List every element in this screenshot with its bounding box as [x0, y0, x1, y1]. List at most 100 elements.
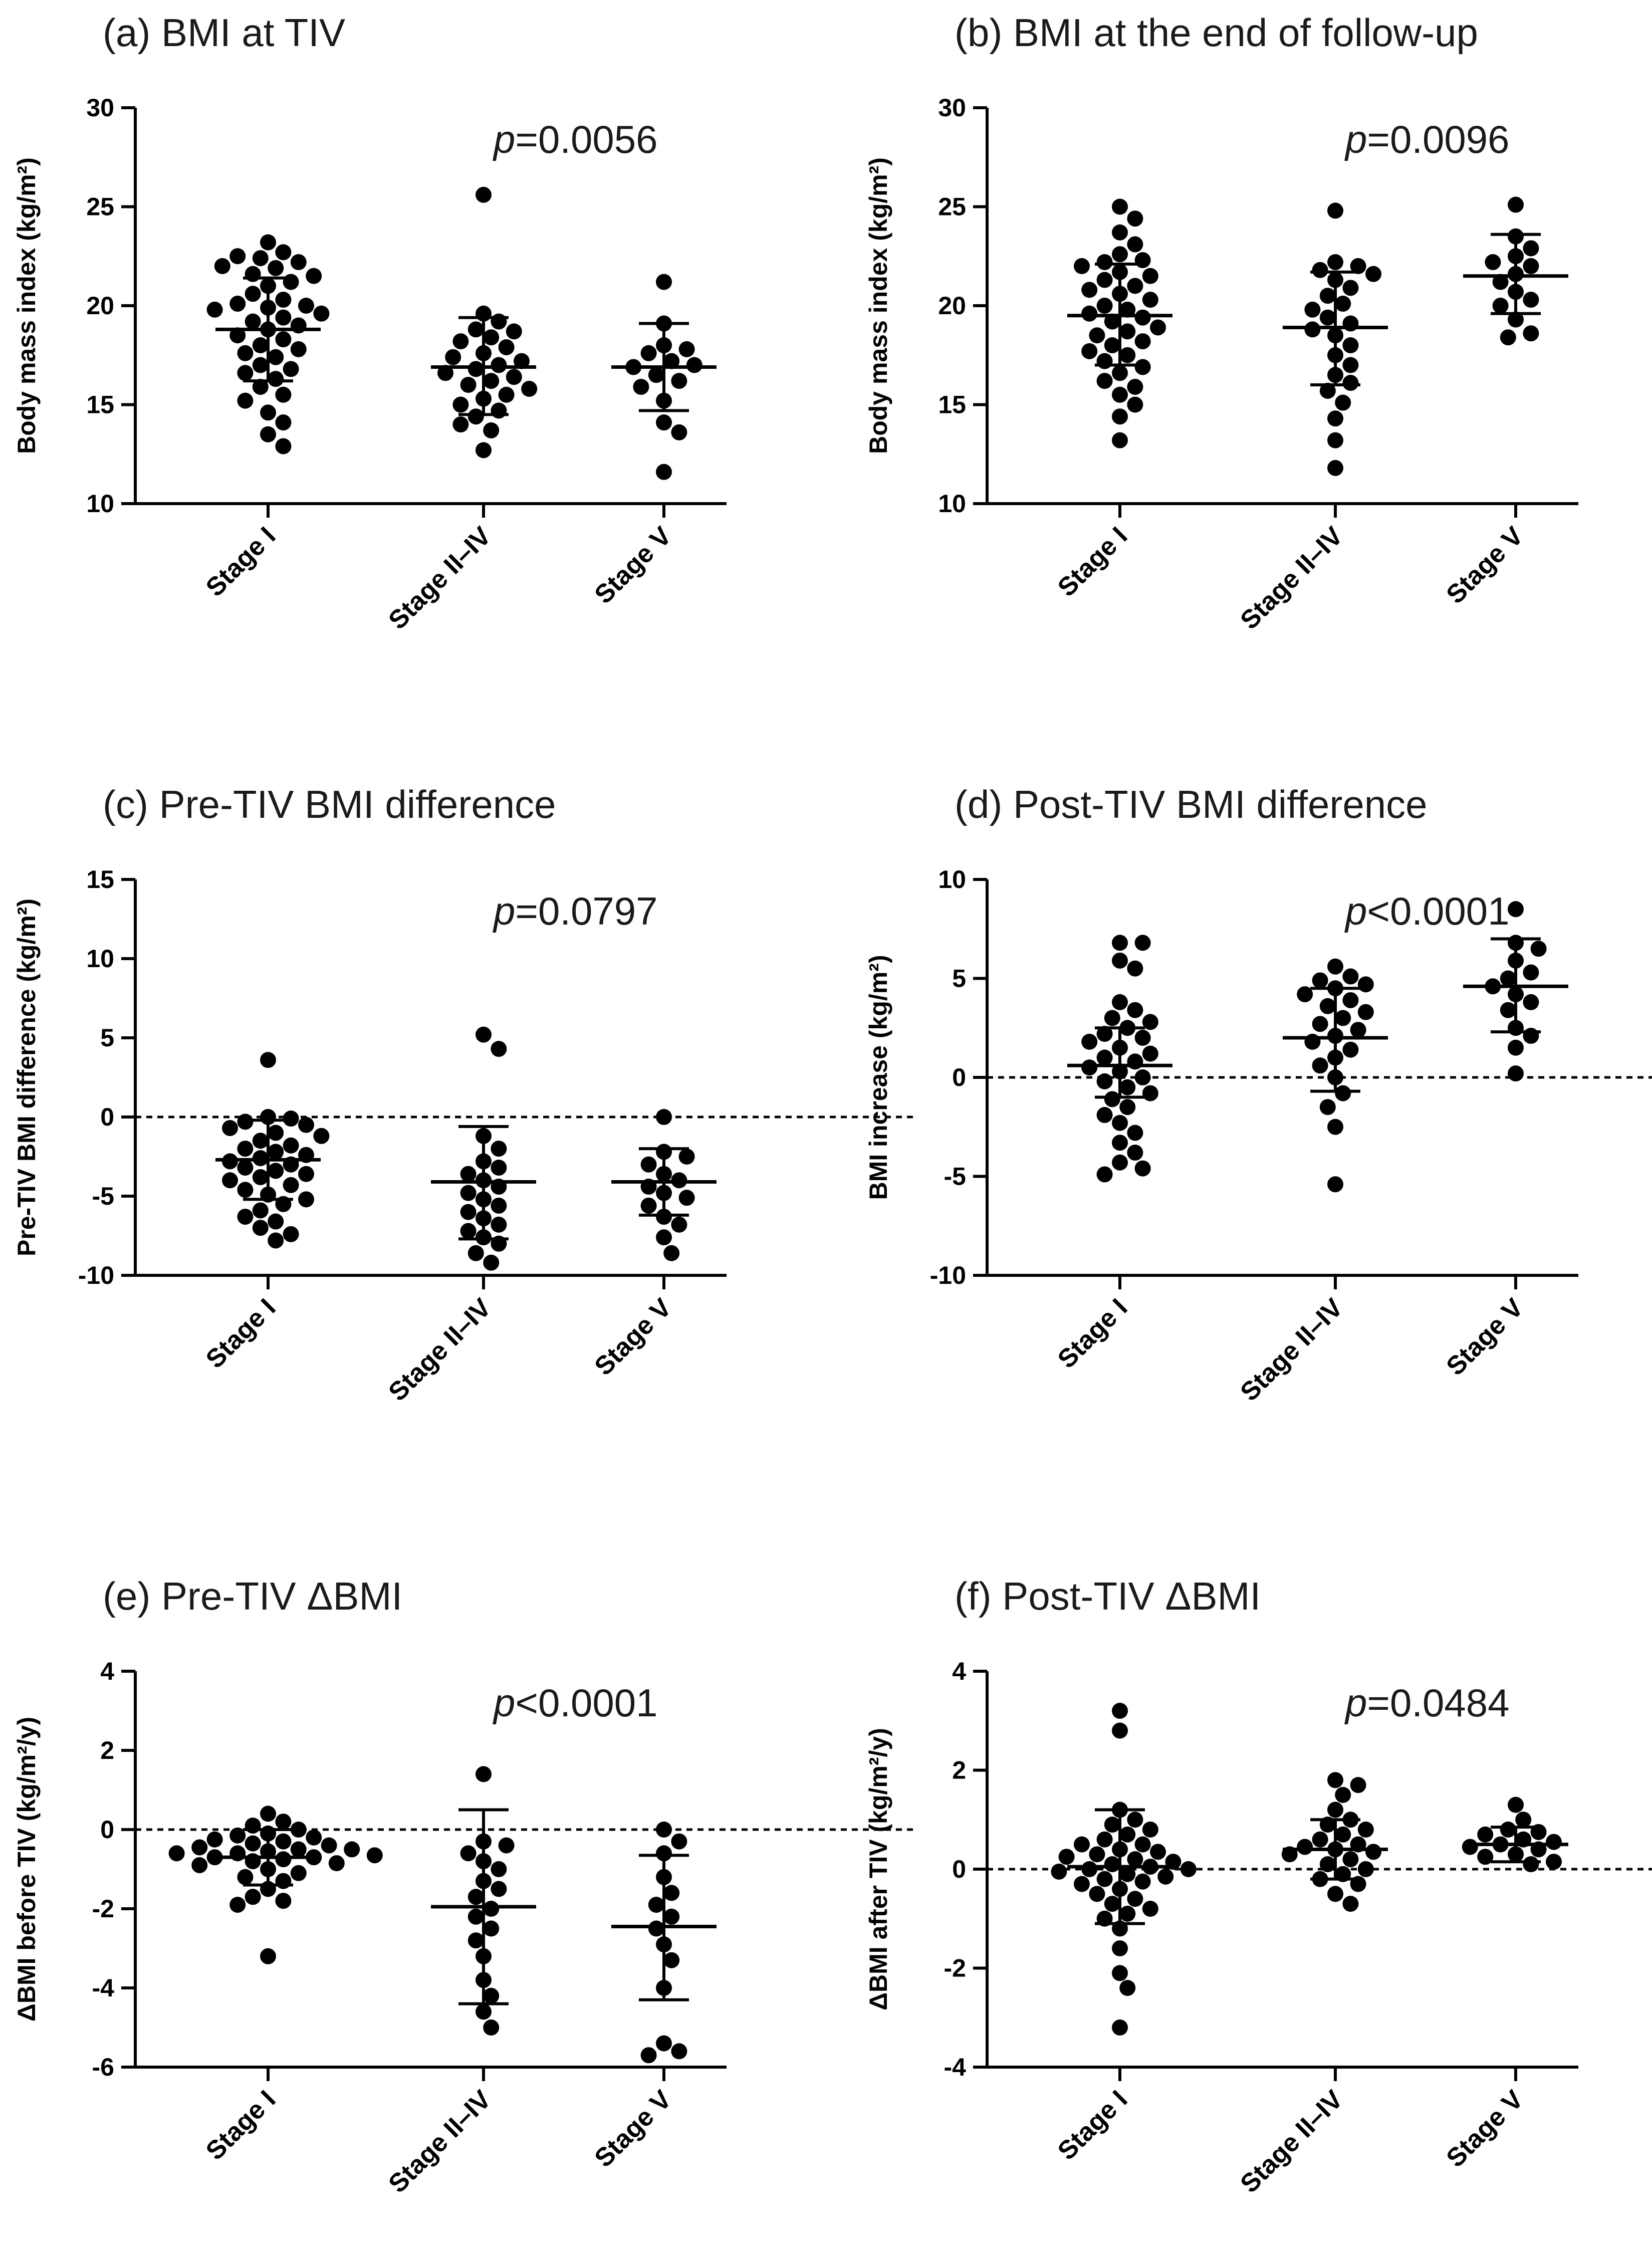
data-point	[1119, 1866, 1136, 1882]
data-point	[1112, 1114, 1128, 1131]
data-point	[1119, 1099, 1136, 1115]
data-point	[1096, 1831, 1113, 1848]
y-axis-label: ΔBMI after TIV (kg/m²/y)	[864, 1728, 892, 2010]
data-point	[275, 331, 292, 348]
data-point	[648, 1897, 664, 1913]
data-point	[483, 329, 500, 346]
data-point	[1350, 1022, 1366, 1038]
data-point	[483, 1920, 500, 1937]
data-point	[656, 1845, 672, 1862]
series-3	[611, 1822, 717, 2064]
data-point	[1327, 460, 1343, 476]
data-point	[483, 1901, 500, 1917]
y-tick-label: 0	[100, 1103, 114, 1131]
data-point	[1127, 210, 1143, 227]
data-point	[1523, 258, 1539, 274]
data-point	[1119, 1826, 1136, 1843]
data-point	[1081, 1033, 1098, 1050]
data-point	[283, 1226, 299, 1242]
y-axis-label: Body mass index (kg/m²)	[13, 157, 41, 454]
data-point	[1096, 1026, 1113, 1042]
p-value-text: =0.0484	[1367, 1681, 1509, 1725]
data-point	[168, 1845, 185, 1862]
data-point	[222, 1120, 238, 1137]
series-2	[1283, 202, 1388, 476]
y-tick-label: 4	[952, 1657, 966, 1685]
data-point	[1508, 196, 1524, 213]
data-point	[1508, 1039, 1524, 1056]
data-point	[1127, 378, 1143, 395]
y-axis-label: ΔBMI before TIV (kg/m²/y)	[13, 1717, 41, 2021]
data-point	[306, 1829, 322, 1846]
data-point	[1074, 258, 1090, 274]
data-point	[521, 380, 538, 397]
data-point	[268, 260, 284, 276]
data-point	[229, 1827, 246, 1844]
data-point	[1157, 1868, 1174, 1885]
panel-b: (b) BMI at the end of follow-up p=0.0096 1…	[864, 11, 1578, 635]
data-point	[245, 1889, 261, 1905]
p-value-text: =0.0056	[515, 117, 657, 161]
series-2	[1281, 1772, 1388, 1912]
series-2	[431, 1026, 536, 1271]
y-tick-label: 10	[938, 865, 966, 893]
data-point	[1342, 968, 1359, 985]
data-point	[1112, 386, 1128, 403]
data-point	[671, 2043, 687, 2060]
data-point	[229, 296, 246, 312]
data-point	[298, 298, 314, 314]
data-point	[663, 1885, 680, 1901]
data-point	[275, 1851, 292, 1868]
data-point	[252, 357, 269, 373]
data-point	[1081, 282, 1098, 298]
data-point	[460, 1845, 477, 1862]
data-point	[467, 1908, 484, 1925]
data-point	[1477, 1849, 1494, 1865]
data-point	[1096, 373, 1113, 389]
data-point	[283, 1177, 299, 1193]
data-point	[678, 1149, 695, 1165]
data-point	[1319, 382, 1336, 399]
data-point	[275, 438, 292, 455]
data-point	[1142, 1901, 1158, 1917]
data-point	[1342, 1896, 1359, 1912]
y-tick-label: -2	[944, 1954, 966, 1982]
data-point	[1081, 1861, 1098, 1877]
y-tick-label: 2	[952, 1756, 966, 1784]
data-point	[1127, 1145, 1143, 1161]
data-point	[1508, 901, 1524, 918]
data-point	[1104, 1856, 1120, 1873]
data-point	[1104, 1091, 1120, 1107]
data-point	[1089, 1886, 1105, 1902]
data-point	[1119, 1980, 1136, 1996]
data-point	[452, 416, 469, 432]
data-point	[1365, 266, 1381, 282]
data-point	[268, 1213, 284, 1230]
data-point	[1357, 1822, 1374, 1838]
p-value: p<0.0001	[1344, 889, 1510, 933]
data-point	[1500, 1002, 1516, 1018]
p-value: p=0.0484	[1344, 1681, 1510, 1725]
series-3	[611, 1109, 717, 1261]
data-point	[237, 345, 254, 361]
data-point	[1104, 337, 1120, 353]
data-point	[671, 1216, 687, 1233]
data-point	[252, 250, 269, 267]
data-point	[1104, 1010, 1120, 1026]
data-point	[1327, 254, 1343, 271]
data-point	[214, 258, 230, 274]
data-point	[640, 1197, 657, 1214]
data-point	[252, 337, 269, 353]
data-point	[1112, 1154, 1128, 1171]
data-point	[1142, 1045, 1158, 1062]
p-value-text: =0.0797	[515, 889, 657, 933]
data-point	[640, 1156, 657, 1173]
data-point	[229, 248, 246, 265]
data-point	[1134, 935, 1151, 951]
panel-title: (f) Post-TIV ΔBMI	[955, 1574, 1261, 1618]
data-point	[1142, 1085, 1158, 1101]
p-value: p=0.0096	[1344, 117, 1510, 161]
y-tick-label: 25	[938, 193, 966, 221]
y-tick-label: -6	[92, 2053, 114, 2081]
data-point	[1058, 1849, 1075, 1865]
